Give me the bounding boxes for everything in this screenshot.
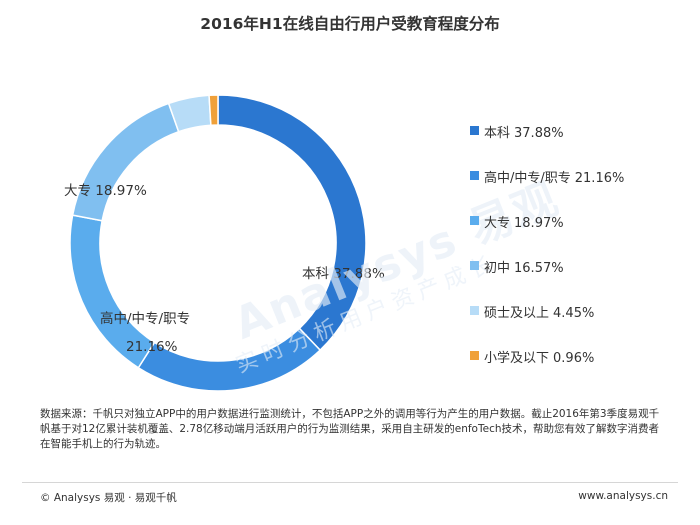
legend-series-value: 37.88% [514, 126, 564, 141]
legend-label: 初中 16.57% [484, 257, 564, 276]
footer-divider [22, 482, 678, 483]
legend-item: 高中/中专/职专 21.16% [470, 167, 624, 212]
donut-chart: 本科 37.88% 高中/中专/职专 21.16% 大专 18.97% [64, 94, 385, 392]
legend-swatch [470, 216, 479, 225]
footer-copyright: © Analysys 易观 · 易观千帆 [40, 492, 177, 504]
legend-series-name: 高中/中专/职专 [484, 171, 571, 186]
legend-label: 硕士及以上 4.45% [484, 302, 594, 321]
legend-swatch [470, 126, 479, 135]
slice-data-label: 21.16% [126, 339, 178, 355]
legend-item: 小学及以下 0.96% [470, 347, 624, 392]
legend-item: 初中 16.57% [470, 257, 624, 302]
legend-series-value: 21.16% [574, 171, 625, 186]
chart-legend: 本科 37.88% 高中/中专/职专 21.16% 大专 18.97% 初中 16.57% 硕士… [470, 122, 624, 392]
legend-swatch [470, 306, 479, 315]
legend-series-value: 0.96% [553, 351, 595, 366]
legend-item: 本科 37.88% [470, 122, 624, 167]
legend-label: 高中/中专/职专 21.16% [484, 167, 624, 186]
legend-swatch [470, 261, 479, 270]
legend-swatch [470, 171, 479, 180]
legend-label: 大专 18.97% [484, 212, 564, 231]
legend-label: 本科 37.88% [484, 122, 564, 141]
footer-website: www.analysys.cn [578, 490, 668, 502]
legend-series-value: 16.57% [514, 261, 564, 276]
chart-title: 2016年H1在线自由行用户受教育程度分布 [200, 15, 500, 33]
legend-series-name: 硕士及以上 [484, 306, 550, 321]
legend-item: 硕士及以上 4.45% [470, 302, 624, 347]
slice-data-label: 本科 37.88% [302, 266, 385, 282]
legend-series-name: 小学及以下 [484, 351, 550, 366]
slice-data-label: 大专 18.97% [64, 183, 147, 199]
legend-series-value: 18.97% [514, 216, 564, 231]
donut-slice [71, 102, 180, 222]
legend-series-name: 初中 [484, 261, 511, 276]
donut-slice [137, 327, 322, 392]
legend-item: 大专 18.97% [470, 212, 624, 257]
legend-series-value: 4.45% [553, 306, 595, 321]
donut-slice [217, 94, 367, 352]
donut-slice [208, 94, 219, 127]
slice-data-label: 高中/中专/职专 [100, 310, 190, 327]
legend-swatch [470, 351, 479, 360]
legend-series-name: 本科 [484, 126, 511, 141]
legend-series-name: 大专 [484, 216, 511, 231]
data-source-note: 数据来源：千帆只对独立APP中的用户数据进行监测统计，不包括APP之外的调用等行… [40, 408, 660, 450]
legend-label: 小学及以下 0.96% [484, 347, 594, 366]
